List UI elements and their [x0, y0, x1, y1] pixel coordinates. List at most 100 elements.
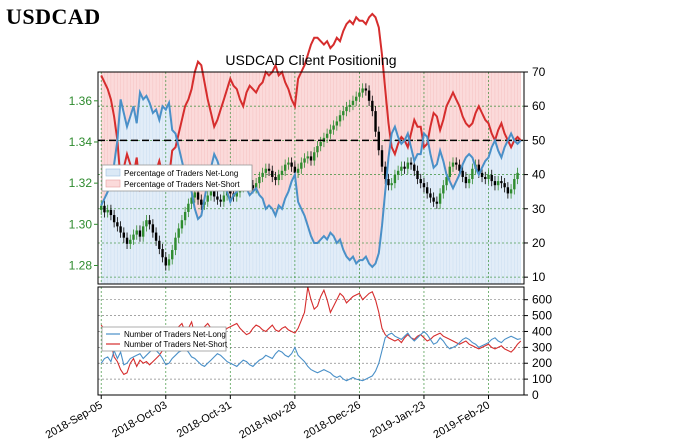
candle-body [258, 176, 261, 184]
candle-body [448, 166, 451, 177]
candle-body [380, 150, 384, 167]
candle-body [345, 106, 348, 112]
candle-body [387, 179, 390, 186]
candle-body [193, 192, 197, 198]
candle-body [496, 181, 500, 186]
date-tick-label: 2019-Jan-23 [368, 399, 428, 440]
candle-body [442, 185, 445, 194]
candle-body [406, 162, 410, 169]
candle-body [309, 156, 313, 161]
candle-body [348, 104, 351, 107]
candle-body [425, 187, 429, 194]
candle-body [125, 237, 129, 244]
chart-title: USDCAD Client Positioning [225, 52, 396, 68]
candle-body [122, 232, 126, 238]
candle-body [354, 96, 358, 101]
percent-axis: 10 20 30 40 50 60 70 [524, 65, 546, 284]
candle-body [290, 162, 293, 167]
candle-body [219, 199, 222, 202]
candle-body [154, 232, 158, 241]
count-tick-label: 0 [532, 388, 539, 402]
date-axis: 2018-Sep-05 2018-Oct-03 2018-Oct-31 2018-No… [44, 395, 492, 441]
pct-tick-label: 20 [532, 236, 546, 250]
candle-body [458, 164, 461, 171]
candle-body [358, 92, 361, 97]
price-tick-label: 1.30 [69, 217, 93, 231]
candle-body [487, 174, 490, 180]
price-tick-label: 1.28 [69, 258, 93, 272]
candle-body [174, 237, 177, 251]
candle-body [471, 168, 474, 180]
candle-body [112, 215, 116, 223]
candle-body [432, 197, 435, 202]
candle-body [396, 170, 400, 175]
top-area-fills [100, 72, 522, 284]
candle-body [335, 121, 339, 126]
date-tick-label: 2019-Feb-20 [431, 399, 492, 441]
candle-body [216, 196, 219, 200]
candle-body [151, 224, 155, 233]
candle-body [390, 183, 393, 186]
count-tick-label: 400 [532, 324, 552, 338]
candle-body [477, 164, 481, 173]
legend-swatch-net-short-pct [105, 179, 121, 188]
candle-body [342, 111, 345, 116]
candle-body [367, 90, 371, 101]
candle-body [200, 199, 203, 205]
candle-body [461, 170, 464, 177]
date-tick-label: 2018-Dec-26 [302, 399, 363, 441]
candle-body [271, 170, 274, 177]
candle-body [264, 168, 268, 173]
candle-body [313, 152, 316, 161]
candle-body [171, 250, 174, 260]
candle-body [235, 192, 238, 197]
legend-swatch-net-long-pct [105, 168, 121, 177]
candle-body [132, 234, 135, 240]
candle-body [393, 174, 397, 184]
candle-body [222, 195, 226, 202]
bottom-legend-box [101, 326, 227, 352]
candle-body [167, 259, 171, 266]
candle-body [361, 88, 364, 93]
count-tick-label: 200 [532, 356, 552, 370]
candle-body [435, 201, 439, 204]
candle-body [325, 133, 329, 138]
candle-body [455, 162, 458, 165]
net-short-pct-line [100, 12, 522, 192]
candle-body [303, 158, 306, 163]
candle-body [183, 211, 187, 221]
candle-body [493, 181, 497, 186]
bottom-legend: Number of Traders Net-Long Number of Tra… [101, 326, 228, 352]
candle-body [445, 176, 448, 186]
candle-body [419, 179, 422, 184]
legend-label-net-short-count: Number of Traders Net-Short [124, 340, 228, 349]
candle-body [513, 179, 516, 190]
candle-body [103, 205, 106, 213]
candle-body [296, 168, 300, 173]
candle-body [212, 191, 216, 197]
candle-body [274, 176, 277, 181]
candle-body [464, 176, 468, 184]
candle-body [141, 226, 145, 237]
top-panel-border [97, 71, 525, 285]
candle-body [116, 222, 119, 227]
candle-body [129, 239, 132, 244]
candle-body [480, 172, 484, 177]
top-legend: Percentage of Traders Net-Long Percentag… [101, 164, 253, 192]
candle-body [374, 111, 377, 132]
candle-body [209, 191, 213, 196]
candle-body [261, 172, 264, 177]
bottom-panel-border [97, 286, 525, 396]
candle-body [206, 195, 209, 202]
candle-body [300, 162, 303, 169]
pct-tick-label: 50 [532, 133, 546, 147]
candle-body [451, 162, 455, 167]
candle-body [119, 226, 122, 233]
candle-body [254, 183, 258, 189]
candle-body [384, 166, 387, 180]
candle-body [138, 230, 142, 237]
candle-body [319, 141, 322, 147]
